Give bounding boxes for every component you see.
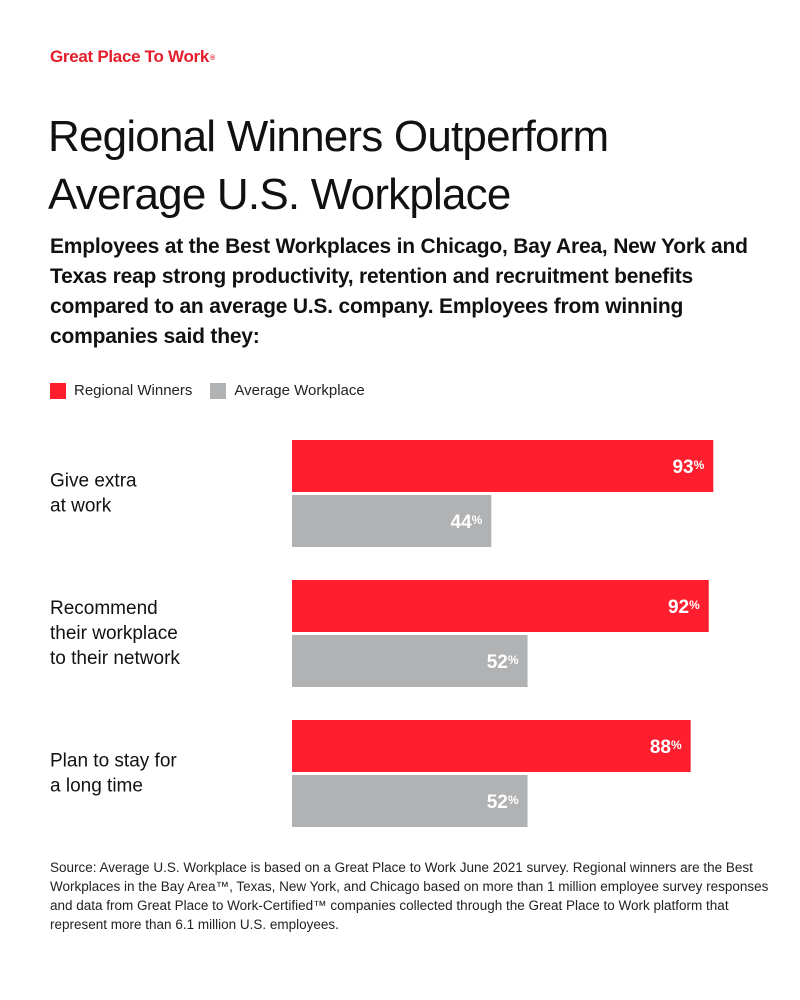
chart-legend: Regional Winners Average Workplace [50,382,383,399]
data-label: 92% [668,597,700,618]
data-label: 44% [451,512,483,533]
legend-label-regional-winners: Regional Winners [74,382,193,399]
legend-item-average-workplace: Average Workplace [210,382,365,399]
brand-logo: Great Place To Work® [50,47,215,67]
legend-item-regional-winners: Regional Winners [50,382,192,399]
data-label: 88% [650,737,682,758]
category-label: Give extra at work [50,471,137,517]
data-label: 93% [672,457,704,478]
data-label: 52% [487,792,519,813]
bar-average-workplace [292,495,492,547]
page-title: Regional Winners Outperform Average U.S.… [48,112,609,219]
category-label: Plan to stay for a long time [50,751,177,797]
bar-regional-winners [292,440,714,492]
legend-label-average-workplace: Average Workplace [234,382,365,399]
source-footnote: Source: Average U.S. Workplace is based … [50,860,769,932]
data-label: 52% [487,652,519,673]
legend-swatch-regional-winners [50,382,66,399]
brand-registered-mark: ® [210,55,215,62]
legend-swatch-average-workplace [210,382,227,399]
bar-regional-winners [292,580,709,632]
bar-average-workplace [292,635,528,687]
bar-regional-winners [292,720,691,772]
brand-name: Great Place To Work [50,47,210,66]
bar-average-workplace [292,775,528,827]
page-subtitle: Employees at the Best Workplaces in Chic… [50,235,748,348]
category-label: Recommend their workplace to their network [50,598,180,669]
